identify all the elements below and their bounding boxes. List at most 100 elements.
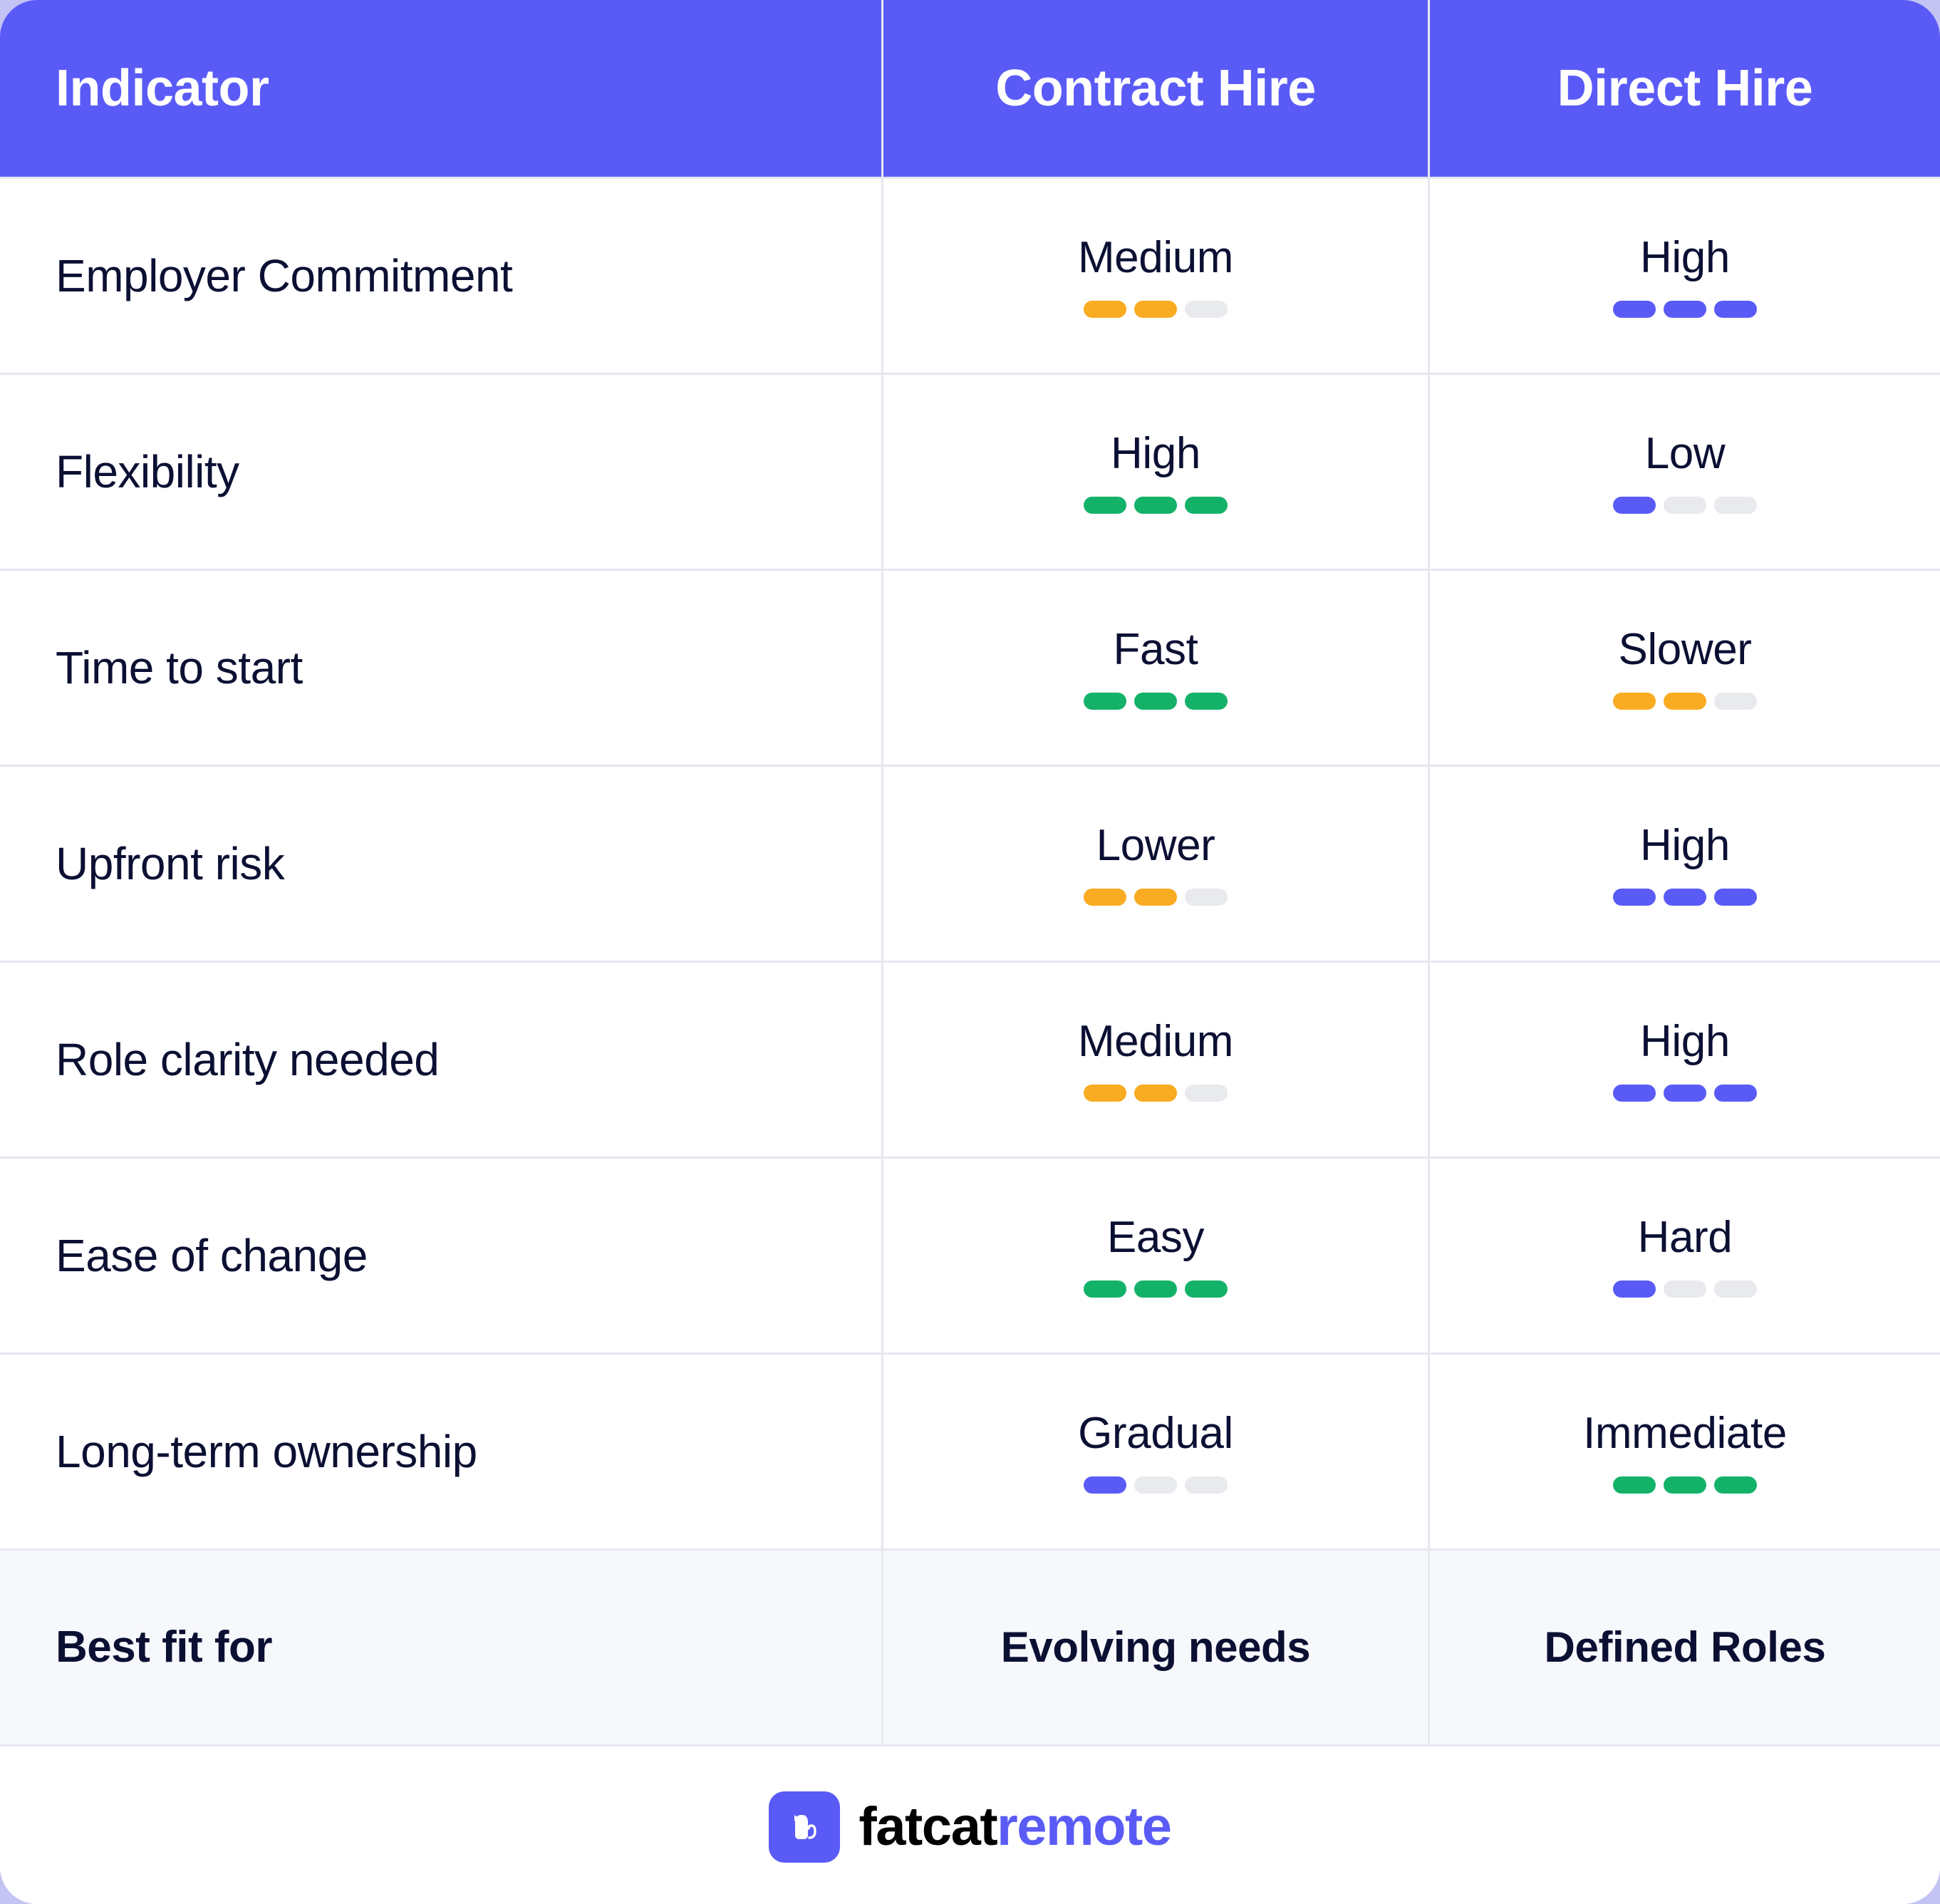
header-cell-contract-hire: Contract Hire [881, 0, 1428, 177]
pip-purple [1714, 301, 1757, 319]
contract-rating-pips [1084, 497, 1228, 514]
table-row: Upfront risk Lower High [0, 765, 1940, 961]
direct-value: Immediate [1583, 1408, 1787, 1458]
cell-contract-hire: Lower [881, 767, 1428, 961]
pip-orange [1134, 1085, 1177, 1102]
pip-green [1084, 693, 1126, 710]
pip-purple [1664, 889, 1706, 906]
header-label-contract-hire: Contract Hire [995, 60, 1316, 117]
pip-gray [1185, 889, 1228, 906]
pip-purple [1664, 301, 1706, 319]
contract-value: Fast [1113, 624, 1198, 674]
pip-purple [1613, 889, 1656, 906]
pip-orange [1134, 301, 1177, 319]
table-summary-row: Best fit for Evolving needs Defined Roles [0, 1548, 1940, 1747]
table-row: Employer Commitment Medium High [0, 177, 1940, 373]
cell-contract-hire: Evolving needs [881, 1551, 1428, 1744]
pip-gray [1664, 497, 1706, 514]
header-label-direct-hire: Direct Hire [1557, 60, 1813, 117]
pip-green [1664, 1476, 1706, 1494]
indicator-label: Upfront risk [56, 837, 285, 889]
direct-rating-pips [1613, 301, 1757, 319]
pip-gray [1185, 1476, 1228, 1494]
indicator-label: Time to start [56, 641, 303, 693]
cell-direct-hire: High [1428, 179, 1940, 373]
pip-purple [1664, 1085, 1706, 1102]
cell-direct-hire: Low [1428, 375, 1940, 569]
table-body: Employer Commitment Medium High Flexibility… [0, 177, 1940, 1747]
summary-direct-value: Defined Roles [1544, 1623, 1826, 1671]
brand-logo[interactable]: fatcatremote [769, 1791, 1172, 1863]
indicator-label: Long-term ownership [56, 1425, 477, 1477]
pip-gray [1185, 301, 1228, 319]
contract-value: Easy [1106, 1212, 1205, 1262]
pip-purple [1714, 889, 1757, 906]
contract-rating-pips [1084, 1280, 1228, 1298]
contract-rating-pips [1084, 693, 1228, 710]
pip-purple [1613, 1085, 1656, 1102]
pip-orange [1084, 1085, 1126, 1102]
pip-purple [1613, 301, 1656, 319]
summary-label: Best fit for [56, 1622, 273, 1672]
brand-word-fatcat: fatcat [859, 1796, 997, 1857]
direct-rating-pips [1613, 1280, 1757, 1298]
contract-rating-pips [1084, 1476, 1228, 1494]
table-row: Flexibility High Low [0, 373, 1940, 569]
cell-indicator: Long-term ownership [0, 1355, 881, 1548]
pip-gray [1185, 1085, 1228, 1102]
cell-indicator: Best fit for [0, 1551, 881, 1744]
table-header-row: Indicator Contract Hire Direct Hire [0, 0, 1940, 177]
cell-indicator: Time to start [0, 571, 881, 765]
pip-orange [1084, 301, 1126, 319]
pip-gray [1714, 1280, 1757, 1298]
indicator-label: Ease of change [56, 1229, 368, 1281]
table-row: Long-term ownership Gradual Immediate [0, 1352, 1940, 1548]
cell-contract-hire: Medium [881, 179, 1428, 373]
indicator-label: Role clarity needed [56, 1033, 440, 1085]
pip-purple [1084, 1476, 1126, 1494]
cell-contract-hire: Medium [881, 963, 1428, 1157]
header-label-indicator: Indicator [56, 60, 269, 117]
direct-value: High [1640, 1016, 1730, 1066]
pip-green [1134, 693, 1177, 710]
pip-gray [1664, 1280, 1706, 1298]
direct-rating-pips [1613, 497, 1757, 514]
contract-value: Lower [1096, 820, 1215, 870]
direct-value: Hard [1637, 1212, 1733, 1262]
cell-indicator: Flexibility [0, 375, 881, 569]
contract-value: Gradual [1078, 1408, 1233, 1458]
direct-value: Low [1644, 428, 1726, 478]
indicator-label: Employer Commitment [56, 249, 513, 301]
indicator-label: Flexibility [56, 445, 239, 497]
cell-contract-hire: Gradual [881, 1355, 1428, 1548]
cell-direct-hire: High [1428, 767, 1940, 961]
contract-rating-pips [1084, 301, 1228, 319]
contract-value: Medium [1077, 232, 1234, 282]
pip-gray [1714, 497, 1757, 514]
direct-rating-pips [1613, 1085, 1757, 1102]
pip-orange [1134, 889, 1177, 906]
footer: fatcatremote [0, 1747, 1940, 1904]
pip-gray [1714, 693, 1757, 710]
direct-value: High [1640, 820, 1730, 870]
pip-gray [1134, 1476, 1177, 1494]
cell-indicator: Upfront risk [0, 767, 881, 961]
cell-contract-hire: Fast [881, 571, 1428, 765]
pip-green [1185, 1280, 1228, 1298]
pip-green [1613, 1476, 1656, 1494]
cell-direct-hire: Hard [1428, 1159, 1940, 1352]
pip-green [1084, 497, 1126, 514]
cell-contract-hire: Easy [881, 1159, 1428, 1352]
pip-green [1185, 693, 1228, 710]
pip-green [1714, 1476, 1757, 1494]
pip-purple [1613, 497, 1656, 514]
contract-value: Medium [1077, 1016, 1234, 1066]
pip-green [1084, 1280, 1126, 1298]
cell-direct-hire: Slower [1428, 571, 1940, 765]
table-row: Role clarity needed Medium High [0, 961, 1940, 1157]
pip-green [1134, 1280, 1177, 1298]
summary-contract-value: Evolving needs [1000, 1623, 1311, 1671]
pip-orange [1613, 693, 1656, 710]
contract-rating-pips [1084, 1085, 1228, 1102]
